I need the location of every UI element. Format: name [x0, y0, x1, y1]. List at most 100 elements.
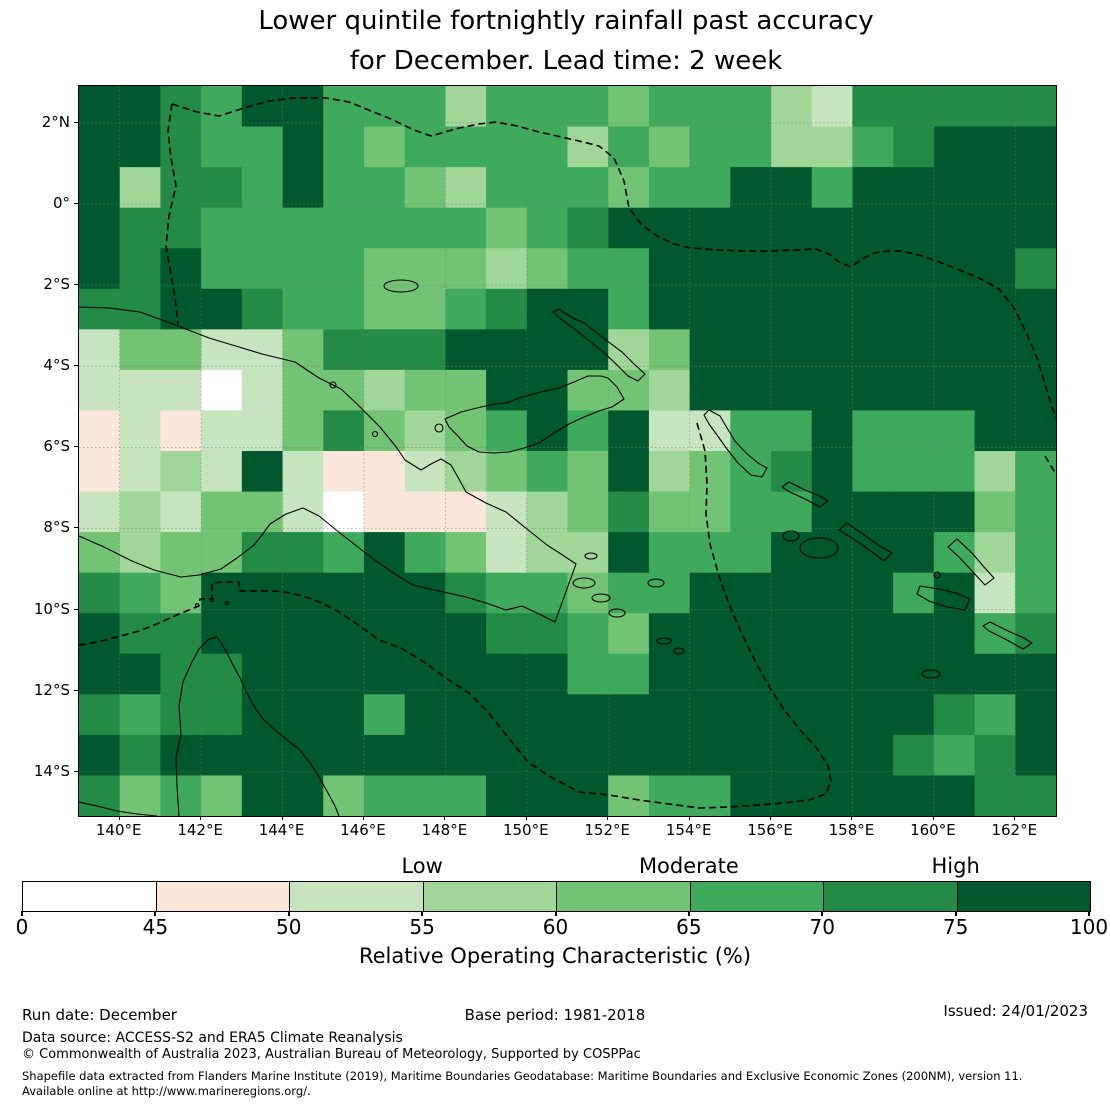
- grid-cell: [811, 653, 853, 695]
- coast-louisiade-1: [656, 637, 672, 645]
- grid-cell: [567, 207, 609, 249]
- grid-cell: [363, 369, 406, 411]
- grid-cell: [404, 653, 446, 695]
- grid-cell: [1015, 369, 1057, 411]
- lon-tick-label: 160°E: [910, 821, 956, 839]
- grid-cell: [79, 734, 121, 776]
- grid-cell: [526, 572, 568, 614]
- grid-cell: [933, 207, 976, 249]
- grid-cell: [323, 207, 365, 249]
- grid-cell: [689, 451, 731, 493]
- grid-cell: [771, 572, 813, 614]
- grid-cell: [1015, 207, 1057, 249]
- colorbar-segment: [156, 882, 290, 911]
- grid-cell: [404, 775, 446, 817]
- accuracy-category-label: High: [931, 854, 980, 878]
- lat-tick-label: 10°S: [33, 599, 70, 618]
- coast-new-georgia: [799, 537, 839, 559]
- lon-tick-mark: [444, 816, 446, 820]
- grid-cell: [1015, 653, 1057, 695]
- grid-cell: [893, 207, 935, 249]
- grid-cell: [1015, 491, 1057, 533]
- grid-cell: [648, 126, 691, 168]
- grid-cell: [648, 288, 691, 330]
- grid-cell: [648, 248, 691, 290]
- grid-cell: [730, 248, 772, 290]
- lon-tick-mark: [525, 816, 527, 820]
- grid-cell: [974, 694, 1016, 736]
- grid-cell: [201, 167, 243, 209]
- grid-cell: [363, 167, 406, 209]
- grid-cell: [689, 775, 731, 817]
- grid-cell: [852, 167, 894, 209]
- grid-cell: [526, 288, 568, 330]
- grid-cell: [79, 491, 121, 533]
- lon-tick-label: 158°E: [828, 821, 875, 839]
- grid-cell: [689, 491, 731, 533]
- colorbar-tick-mark: [554, 911, 557, 916]
- grid-cell: [771, 653, 813, 695]
- lon-tick-label: 156°E: [747, 821, 793, 839]
- colorbar-tick-label: 75: [942, 915, 969, 939]
- coast-new-ireland: [552, 308, 646, 382]
- grid-cell: [852, 613, 894, 655]
- grid-cell: [119, 491, 161, 533]
- shapefile-attribution-line1: Shapefile data extracted from Flanders M…: [22, 1069, 1023, 1083]
- grid-cell: [160, 410, 202, 452]
- grid-cell: [811, 329, 853, 371]
- grid-cell: [974, 451, 1016, 493]
- grid-cell: [363, 653, 406, 695]
- grid-cell: [404, 248, 446, 290]
- colorbar-tick-mark: [421, 911, 424, 916]
- coast-cape-york: [175, 636, 340, 817]
- grid-cell: [689, 329, 731, 371]
- grid-cell: [119, 207, 161, 249]
- grid-cell: [526, 613, 568, 655]
- lon-tick-mark: [607, 816, 609, 820]
- grid-cell: [160, 775, 202, 817]
- grid-cell: [933, 613, 976, 655]
- grid-cell: [160, 734, 202, 776]
- coast-guadalcanal: [916, 585, 971, 611]
- grid-cell: [811, 126, 853, 168]
- grid-cell: [771, 248, 813, 290]
- grid-cell: [730, 572, 772, 614]
- grid-cell: [567, 451, 609, 493]
- grid-cell: [893, 775, 935, 817]
- colorbar-tick-mark: [821, 911, 824, 916]
- grid-cell: [404, 613, 446, 655]
- grid-cell: [852, 491, 894, 533]
- grid-cell: [404, 288, 446, 330]
- grid-cell: [933, 167, 976, 209]
- grid-cell: [689, 572, 731, 614]
- grid-cell: [404, 451, 446, 493]
- grid-cell: [79, 126, 121, 168]
- coastlines: [78, 279, 1033, 817]
- grid-cell: [730, 694, 772, 736]
- grid-cell: [974, 329, 1016, 371]
- lon-tick-mark: [851, 816, 853, 820]
- grid-cell: [1015, 86, 1057, 128]
- grid-cell: [526, 207, 568, 249]
- grid-cell: [974, 126, 1016, 168]
- grid-cell: [241, 734, 284, 776]
- grid-cell: [160, 451, 202, 493]
- grid-cell: [730, 369, 772, 411]
- grid-cell: [363, 126, 406, 168]
- grid-cell: [282, 694, 324, 736]
- grid-cell: [323, 613, 365, 655]
- grid-cell: [282, 248, 324, 290]
- grid-cell: [608, 653, 650, 695]
- grid-cell: [893, 86, 935, 128]
- grid-cell: [363, 491, 406, 533]
- grid-cell: [852, 329, 894, 371]
- grid-cell: [79, 248, 121, 290]
- grid-cell: [201, 572, 243, 614]
- lon-tick-label: 162°E: [991, 821, 1038, 839]
- lat-tick-mark: [74, 689, 78, 691]
- colorbar-tick-label: 0: [15, 915, 29, 939]
- grid-cell: [974, 410, 1016, 452]
- grid-cell: [119, 734, 161, 776]
- grid-cell: [608, 734, 650, 776]
- grid-cell: [811, 248, 853, 290]
